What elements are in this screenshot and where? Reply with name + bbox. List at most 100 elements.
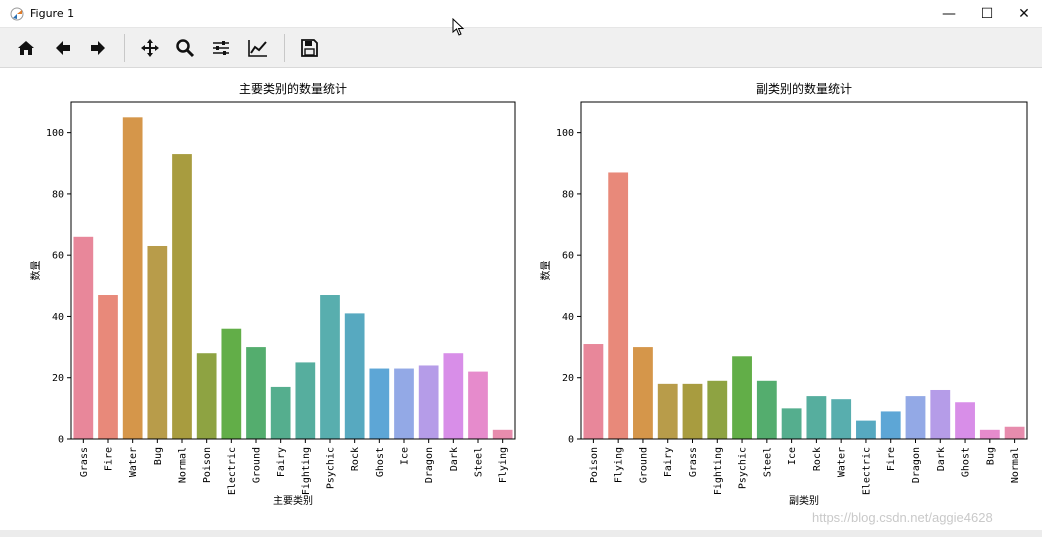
- pan-icon: [141, 39, 159, 57]
- edit-axes-icon: [248, 40, 267, 57]
- zoom-button[interactable]: [173, 36, 197, 60]
- axes-secondary-types: 0 20 40 60 80 100 Poison Flying Ground Fairy Grass…: [539, 81, 1028, 507]
- figure-canvas[interactable]: 0 20 40 60 80 100 Grass Fire Water Bug Normal Poiso…: [8, 68, 1042, 530]
- minimize-button[interactable]: —: [942, 6, 956, 22]
- x-tick-label: Flying: [498, 447, 509, 483]
- home-button[interactable]: [14, 36, 38, 60]
- bar-dark: [443, 353, 464, 439]
- forward-button[interactable]: [86, 36, 110, 60]
- chart-title: 主要类别的数量统计: [239, 81, 347, 96]
- bar-flying: [608, 172, 629, 439]
- close-button[interactable]: ✕: [1018, 6, 1030, 22]
- x-tick-label: Psychic: [326, 447, 337, 489]
- matplotlib-app-icon: [10, 7, 24, 23]
- y-tick-label: 0: [568, 435, 574, 446]
- bar-rock: [806, 396, 827, 439]
- bar-electric: [221, 328, 242, 439]
- y-tick-label: 80: [562, 189, 574, 200]
- chart-title: 副类别的数量统计: [756, 81, 852, 96]
- x-tick-label: Fighting: [713, 447, 724, 495]
- bar-grass: [73, 236, 94, 439]
- figure-svg: 0 20 40 60 80 100 Grass Fire Water Bug Normal Poiso…: [29, 81, 1028, 507]
- title-bar: Figure 1 — ☐ ✕: [0, 0, 1042, 28]
- window-title: Figure 1: [30, 7, 75, 20]
- x-tick-label: Bug: [985, 447, 996, 465]
- x-tick-label: Poison: [202, 447, 213, 483]
- bar-normal: [172, 154, 192, 439]
- x-axis-label: 主要类别: [273, 494, 313, 507]
- y-tick-label: 100: [556, 128, 574, 139]
- x-tick-label: Ice: [787, 447, 798, 465]
- bar-fairy: [270, 386, 291, 439]
- bar-fire: [880, 411, 901, 439]
- bar-fairy: [657, 383, 678, 439]
- x-tick-label: Normal: [1010, 447, 1021, 483]
- y-tick-label: 80: [52, 189, 64, 200]
- bar-ground: [633, 347, 653, 439]
- x-tick-label: Dragon: [424, 447, 435, 483]
- y-tick-label: 20: [52, 373, 64, 384]
- bar-water: [831, 399, 852, 439]
- x-tick-label: Steel: [762, 447, 773, 477]
- subplots-config-button[interactable]: [209, 36, 233, 60]
- x-tick-label: Fighting: [301, 447, 312, 495]
- maximize-button[interactable]: ☐: [980, 6, 994, 22]
- bar-fire: [98, 295, 118, 439]
- bar-water: [122, 117, 143, 439]
- x-tick-label: Dragon: [911, 447, 922, 483]
- bar-flying: [492, 429, 513, 439]
- x-tick-label: Bug: [153, 447, 164, 465]
- bar-fighting: [707, 380, 728, 439]
- y-axis-label: 数量: [29, 261, 42, 281]
- bar-steel: [756, 380, 777, 439]
- pan-button[interactable]: [138, 36, 162, 60]
- x-tick-label: Rock: [350, 447, 361, 471]
- toolbar-separator: [284, 34, 285, 62]
- home-icon: [18, 41, 34, 55]
- bar-ice: [781, 408, 802, 439]
- bar-ghost: [955, 402, 975, 439]
- save-button[interactable]: [297, 36, 321, 60]
- bar-ice: [394, 368, 414, 439]
- status-bar: [0, 530, 1042, 537]
- x-tick-label: Ground: [638, 447, 649, 483]
- x-tick-label: Grass: [79, 447, 90, 477]
- x-tick-label: Ground: [252, 447, 263, 483]
- x-tick-label: Flying: [614, 447, 625, 483]
- y-tick-label: 100: [46, 128, 64, 139]
- x-tick-label: Grass: [688, 447, 699, 477]
- zoom-icon: [176, 39, 195, 58]
- y-tick-label: 40: [52, 312, 64, 323]
- bar-ghost: [369, 368, 390, 439]
- bar-steel: [468, 371, 488, 439]
- bar-normal: [1004, 426, 1025, 439]
- x-tick-label: Water: [128, 447, 139, 477]
- edit-axes-button[interactable]: [246, 36, 270, 60]
- bar-bug: [147, 245, 168, 439]
- x-tick-label: Fairy: [276, 447, 287, 477]
- x-tick-label: Ice: [400, 447, 411, 465]
- bar-dragon: [418, 365, 439, 439]
- x-tick-label: Electric: [227, 447, 238, 495]
- x-tick-label: Poison: [589, 447, 600, 483]
- bar-dragon: [905, 396, 926, 439]
- bar-ground: [246, 347, 266, 439]
- bar-poison: [583, 344, 604, 439]
- y-tick-label: 0: [58, 435, 64, 446]
- y-tick-label: 40: [562, 312, 574, 323]
- y-tick-label: 20: [562, 373, 574, 384]
- x-tick-label: Dark: [936, 447, 947, 471]
- axes-primary-types: 0 20 40 60 80 100 Grass Fire Water Bug Normal Poiso…: [29, 81, 516, 507]
- x-tick-label: Ghost: [375, 447, 386, 477]
- navigation-toolbar: [0, 28, 1042, 68]
- y-tick-label: 60: [562, 251, 574, 262]
- save-icon: [301, 39, 318, 57]
- subplots-config-icon: [213, 41, 229, 55]
- toolbar-separator: [124, 34, 125, 62]
- back-button[interactable]: [51, 36, 75, 60]
- x-axis-label: 副类别: [789, 494, 819, 507]
- x-tick-label: Fire: [886, 447, 897, 471]
- x-tick-label: Normal: [178, 447, 189, 483]
- bar-psychic: [732, 356, 752, 439]
